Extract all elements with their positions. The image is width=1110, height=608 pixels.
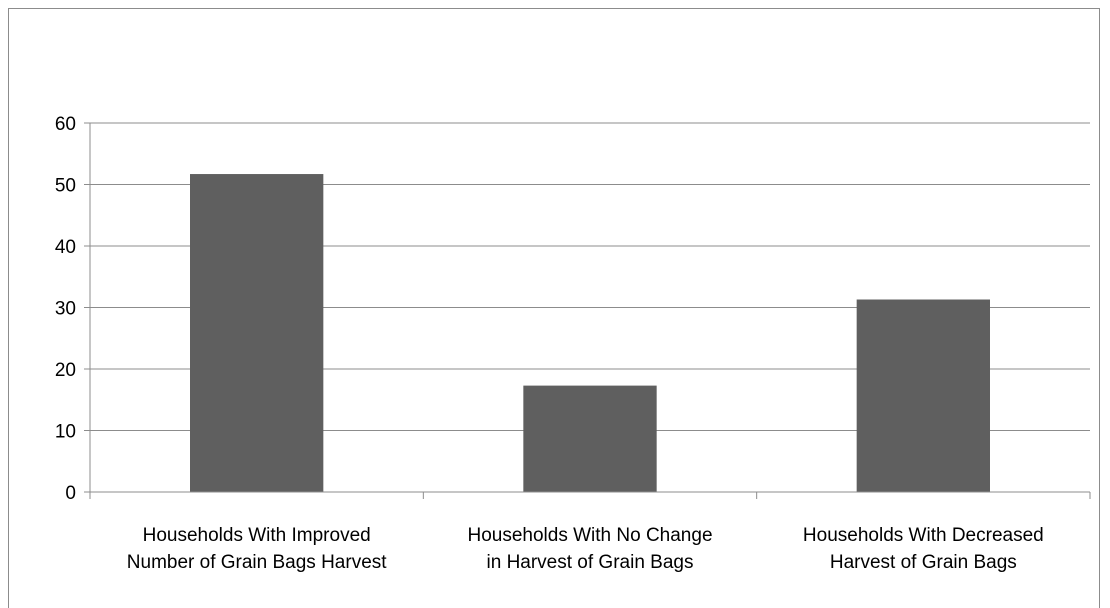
- y-tick-label-40: 40: [55, 237, 76, 258]
- category-label-3-line-2: Harvest of Grain Bags: [830, 552, 1017, 573]
- bars: [190, 174, 990, 493]
- y-tick-label-60: 60: [55, 114, 76, 135]
- category-label-2-line-2: in Harvest of Grain Bags: [487, 552, 694, 573]
- category-label-1-line-2: Number of Grain Bags Harvest: [127, 552, 387, 573]
- category-label-3: Households With Decreased Harvest of Grai…: [803, 525, 1044, 573]
- category-label-1: Households With Improved Number of Grain …: [127, 525, 387, 573]
- bar-3: [856, 299, 990, 492]
- y-tick-label-20: 20: [55, 360, 76, 381]
- category-label-3-line-1: Households With Decreased: [803, 525, 1044, 546]
- category-label-2: Households With No Change in Harvest of G…: [467, 525, 712, 573]
- y-tick-label-10: 10: [55, 422, 76, 443]
- y-tick-labels: 0 10 20 30 40 50 60: [55, 114, 76, 504]
- axes: [84, 122, 1091, 499]
- bar-1: [190, 174, 324, 493]
- category-label-1-line-1: Households With Improved: [143, 525, 371, 546]
- bar-2: [523, 385, 657, 492]
- y-tick-label-0: 0: [65, 483, 76, 504]
- x-category-labels: Households With Improved Number of Grain …: [127, 525, 1044, 573]
- category-label-2-line-1: Households With No Change: [467, 525, 712, 546]
- y-tick-label-30: 30: [55, 299, 76, 320]
- y-tick-label-50: 50: [55, 176, 76, 197]
